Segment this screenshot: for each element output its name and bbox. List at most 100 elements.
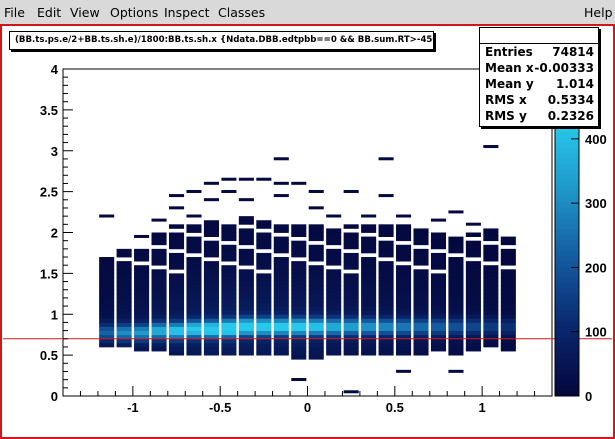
heatmap-cell: [500, 289, 516, 295]
heatmap-cell: [291, 285, 307, 291]
heatmap-cell: [361, 224, 377, 229]
y-tick-label: 1.5: [40, 266, 58, 281]
heatmap-cell: [500, 273, 516, 278]
heatmap-cell: [396, 289, 412, 295]
heatmap-cell: [343, 318, 359, 323]
heatmap-cell: [465, 306, 481, 311]
heatmap-cell: [378, 228, 394, 233]
heatmap-cell: [273, 248, 289, 254]
heatmap-cell: [134, 248, 150, 254]
heatmap-cell: [168, 351, 185, 356]
heatmap-cell: [168, 285, 185, 291]
heatmap-cell: [273, 310, 289, 315]
heatmap-cell: [203, 273, 219, 278]
heatmap-cell: [396, 236, 412, 242]
heatmap-cell: [413, 273, 429, 278]
heatmap-cell: [396, 285, 412, 291]
heatmap-cell: [116, 265, 132, 270]
heatmap-cell: [483, 338, 499, 344]
heatmap-cell: [343, 244, 359, 250]
heatmap-cell: [134, 318, 150, 323]
heatmap-cell: [256, 240, 272, 246]
heatmap-cell: [361, 269, 377, 274]
heatmap-cell: [99, 281, 115, 287]
heatmap-cell: [378, 289, 394, 295]
heatmap-cell: [256, 232, 272, 237]
heatmap-cell: [343, 310, 359, 315]
heatmap-cell: [186, 244, 202, 250]
heatmap-cell: [273, 157, 289, 161]
heatmap-cell: [465, 281, 481, 287]
heatmap-cell: [256, 285, 272, 291]
heatmap-cell: [238, 314, 254, 319]
color-bar-segment: [555, 163, 579, 170]
color-bar-segment: [555, 147, 579, 154]
stats-value: -0.00333: [534, 61, 594, 75]
heatmap-cell: [361, 289, 377, 295]
heatmap-cell: [221, 293, 237, 299]
menu-inspect[interactable]: Inspect: [164, 5, 210, 20]
heatmap-cell: [186, 236, 202, 242]
heatmap-cell: [221, 334, 237, 340]
heatmap-cell: [500, 240, 516, 246]
heatmap-cell: [430, 281, 447, 287]
heatmap-cell: [116, 248, 132, 254]
heatmap-cell: [291, 310, 307, 315]
canvas[interactable]: 0 0.5 1 1.5 2 2.5 3 3.5 4 -1 -0.5 0 0.5 1 0 100 200 300 40…: [2, 26, 613, 437]
heatmap-cell: [151, 232, 167, 237]
heatmap-cell: [203, 322, 219, 327]
heatmap-cell: [326, 273, 342, 278]
heatmap-cell: [168, 273, 185, 278]
heatmap-cell: [413, 285, 429, 291]
menu-file[interactable]: File: [4, 5, 25, 20]
heatmap-cell: [308, 342, 324, 348]
heatmap-cell: [151, 289, 167, 295]
heatmap-cell: [134, 234, 150, 238]
heatmap-cell: [361, 281, 377, 287]
heatmap-cell: [291, 346, 307, 352]
heatmap-cell: [116, 301, 132, 307]
heatmap-cell: [483, 293, 499, 299]
x-tick-label: 0.5: [386, 400, 404, 415]
heatmap-cell: [256, 257, 272, 262]
heatmap-cell: [168, 322, 185, 327]
heatmap-cell: [326, 228, 342, 233]
heatmap-cell: [151, 318, 167, 323]
heatmap-cell: [500, 269, 516, 274]
heatmap-cell: [273, 297, 289, 303]
heatmap-cell: [396, 273, 412, 278]
heatmap-cell: [168, 301, 185, 307]
heatmap-cell: [361, 293, 377, 299]
heatmap-cell: [256, 293, 272, 299]
heatmap-cell: [500, 338, 516, 344]
heatmap-cell: [134, 277, 150, 282]
heatmap-cell: [203, 306, 219, 311]
heatmap-cell: [483, 277, 499, 282]
heatmap-cell: [396, 301, 412, 307]
heatmap-cell: [361, 297, 377, 303]
heatmap-cell: [465, 293, 481, 299]
heatmap-cell: [413, 281, 429, 287]
heatmap-cell: [483, 252, 499, 258]
heatmap-cell: [116, 342, 132, 348]
heatmap-cell: [396, 281, 412, 287]
heatmap-cell: [99, 265, 115, 270]
menu-edit[interactable]: Edit: [37, 5, 62, 20]
menu-help[interactable]: Help: [584, 5, 613, 20]
heatmap-cell: [238, 293, 254, 299]
heatmap-cell: [221, 351, 237, 356]
heatmap-cell: [326, 346, 342, 352]
menu-options[interactable]: Options: [110, 5, 159, 20]
heatmap-cell: [256, 252, 272, 258]
color-bar-segment: [555, 126, 579, 132]
heatmap-cell: [308, 224, 324, 229]
heatmap-cell: [326, 277, 342, 282]
heatmap-cell: [238, 322, 254, 327]
stats-value: 74814: [552, 45, 594, 59]
heatmap-cell: [430, 273, 447, 278]
heatmap-cell: [186, 285, 202, 291]
color-bar-segment: [555, 325, 579, 332]
menu-view[interactable]: View: [70, 5, 100, 20]
heatmap-cell: [343, 224, 359, 229]
menu-classes[interactable]: Classes: [218, 5, 266, 20]
